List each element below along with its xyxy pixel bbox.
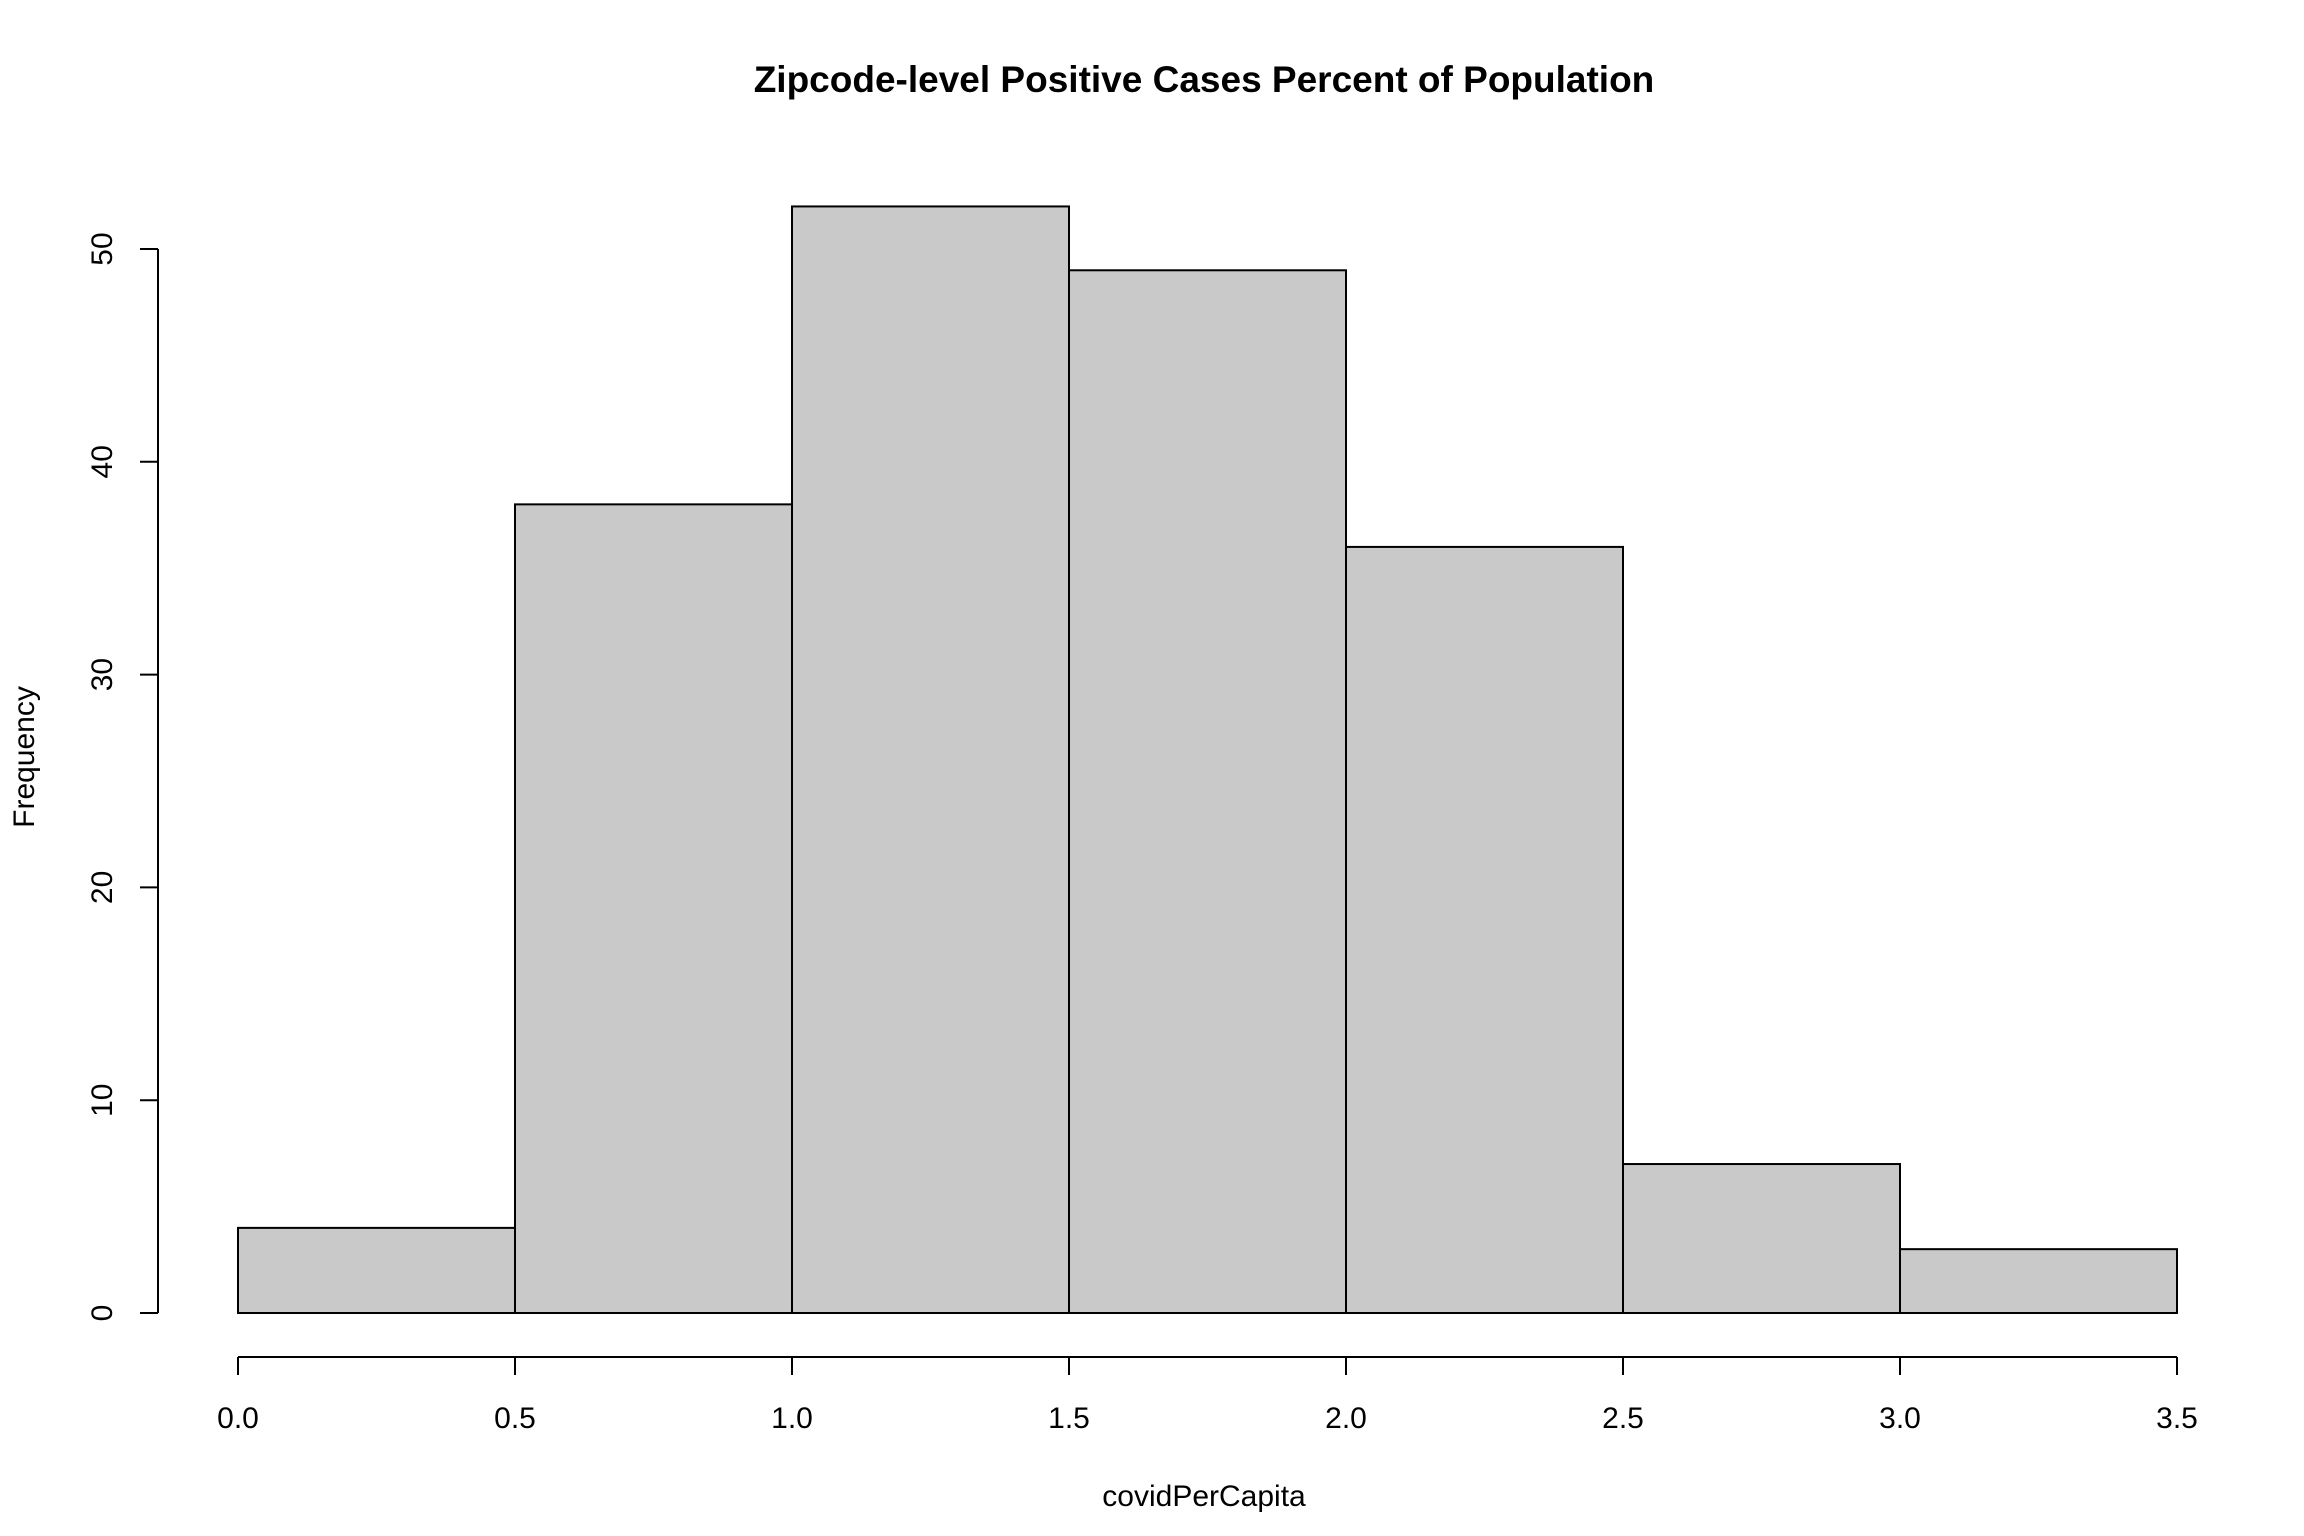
x-tick-label: 0.5 [494, 1402, 536, 1435]
y-tick-label: 10 [86, 1084, 119, 1117]
x-axis-label: covidPerCapita [1102, 1480, 1306, 1513]
x-tick-label: 0.0 [217, 1402, 259, 1435]
y-tick-label: 30 [86, 658, 119, 691]
y-axis-label: Frequency [8, 686, 41, 828]
x-tick-label: 2.0 [1325, 1402, 1367, 1435]
x-tick-label: 2.5 [1602, 1402, 1644, 1435]
histogram-bar-2 [514, 503, 793, 1314]
x-tick-label: 1.0 [771, 1402, 813, 1435]
y-tick-label: 40 [86, 445, 119, 478]
y-tick-label: 0 [86, 1305, 119, 1322]
y-tick-label: 50 [86, 232, 119, 265]
histogram-bar-3 [791, 205, 1070, 1315]
histogram-bar-7 [1899, 1248, 2178, 1315]
bars-group [237, 205, 2178, 1315]
histogram-bar-5 [1345, 545, 1624, 1314]
y-tick-label: 20 [86, 871, 119, 904]
x-tick-label: 1.5 [1048, 1402, 1090, 1435]
y-axis: 0 10 20 30 40 50 [86, 232, 159, 1322]
histogram-bar-1 [237, 1226, 516, 1315]
x-axis: 0.0 0.5 1.0 1.5 2.0 2.5 3.0 3.5 [217, 1356, 2198, 1435]
x-tick-label: 3.5 [2156, 1402, 2198, 1435]
chart-title: Zipcode-level Positive Cases Percent of … [754, 59, 1655, 100]
histogram-bar-6 [1622, 1163, 1901, 1315]
histogram-bar-4 [1068, 269, 1347, 1314]
x-tick-label: 3.0 [1879, 1402, 1921, 1435]
